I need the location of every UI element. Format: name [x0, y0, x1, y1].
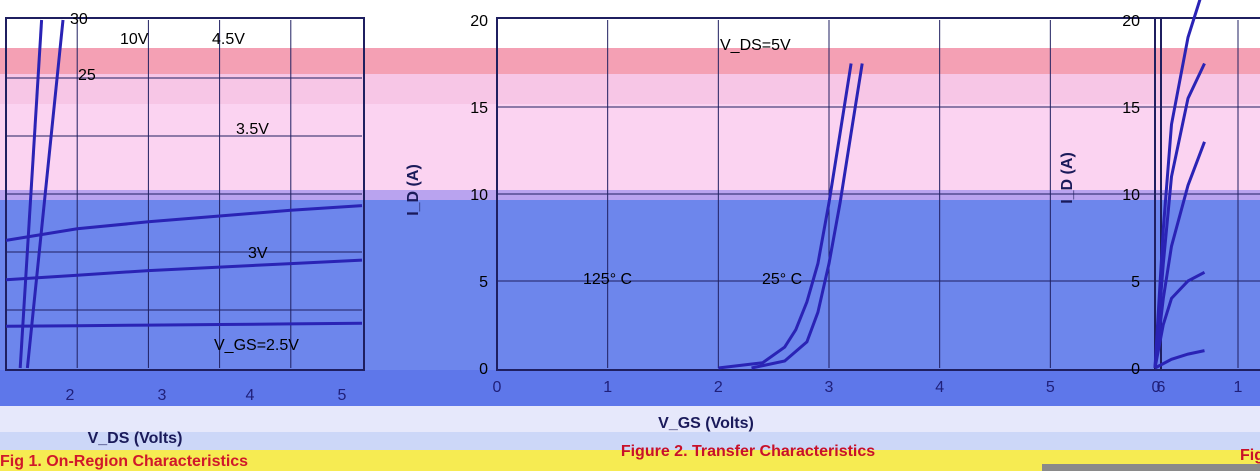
series-annotation: 3.5V	[236, 121, 269, 138]
y-tick-label: 5	[1131, 274, 1140, 291]
series-line	[18, 19, 44, 369]
series-line	[1154, 349, 1205, 370]
x-tick-label: 3	[158, 387, 167, 404]
x-tick-label: 1	[603, 379, 612, 396]
series-line	[25, 19, 65, 369]
series-line	[1153, 141, 1206, 369]
x-tick-label: 0	[493, 379, 502, 396]
series-annotation: V_DS=5V	[720, 37, 791, 54]
series-annotation: 10V	[120, 31, 149, 48]
y-tick-label: 10	[470, 187, 488, 204]
y-tick-label: 10	[1122, 187, 1140, 204]
y-axis-title: I_D (A)	[1059, 152, 1076, 204]
y-tick-label: 25	[78, 67, 96, 84]
series-line	[751, 63, 864, 370]
x-tick-label: 5	[338, 387, 347, 404]
x-tick-label: 3	[825, 379, 834, 396]
y-tick-label: 20	[470, 13, 488, 30]
chart-fig3: 20 15 10 5 00 1 I_D (A) Fig 3	[1042, 0, 1260, 471]
x-tick-label: 4	[935, 379, 944, 396]
series-line	[5, 321, 363, 328]
y-tick-label: 20	[1122, 13, 1140, 30]
figure-caption: Fig 1. On-Region Characteristics	[0, 453, 248, 470]
y-tick-label: 15	[1122, 100, 1140, 117]
y-tick-label: 15	[470, 100, 488, 117]
x-tick-label: 1	[1234, 379, 1243, 396]
y-tick-label: 0	[1131, 361, 1140, 378]
series-line	[5, 258, 363, 282]
x-tick-label: 5	[1046, 379, 1055, 396]
background-bands	[0, 48, 1260, 471]
series-line	[1153, 0, 1202, 369]
series-annotation: V_GS=2.5V	[214, 337, 299, 354]
figure-caption: Figure 2. Transfer Characteristics	[621, 443, 875, 460]
series-annotation: 3V	[248, 245, 268, 262]
footer-bar	[1042, 464, 1260, 471]
x-tick-label: 2	[714, 379, 723, 396]
series-line	[1153, 62, 1206, 369]
x-tick-label: 0	[1152, 379, 1161, 396]
y-tick-label: 5	[479, 274, 488, 291]
x-axis-title: V_DS (Volts)	[88, 430, 183, 447]
series-annotation: 125° C	[583, 271, 632, 288]
series-line	[718, 63, 853, 370]
figure-caption: Fig 3	[1240, 447, 1260, 464]
y-tick-label: 0	[479, 361, 488, 378]
series-annotation: 25° C	[762, 271, 802, 288]
y-axis-title: I_D (A)	[405, 164, 422, 216]
y-tick-label: 30	[70, 11, 88, 28]
x-tick-label: 6	[1157, 379, 1166, 396]
x-tick-label: 4	[246, 387, 255, 404]
chart-on-region: 30 25 2 3 4 5 10V 4.5V 3.5V 3V V_GS=2.5V V_DS (Volt…	[0, 11, 363, 470]
series-annotation: 4.5V	[212, 31, 245, 48]
series-line	[1153, 270, 1206, 369]
series-line	[5, 204, 363, 242]
x-tick-label: 2	[66, 387, 75, 404]
x-axis-title: V_GS (Volts)	[658, 415, 754, 432]
